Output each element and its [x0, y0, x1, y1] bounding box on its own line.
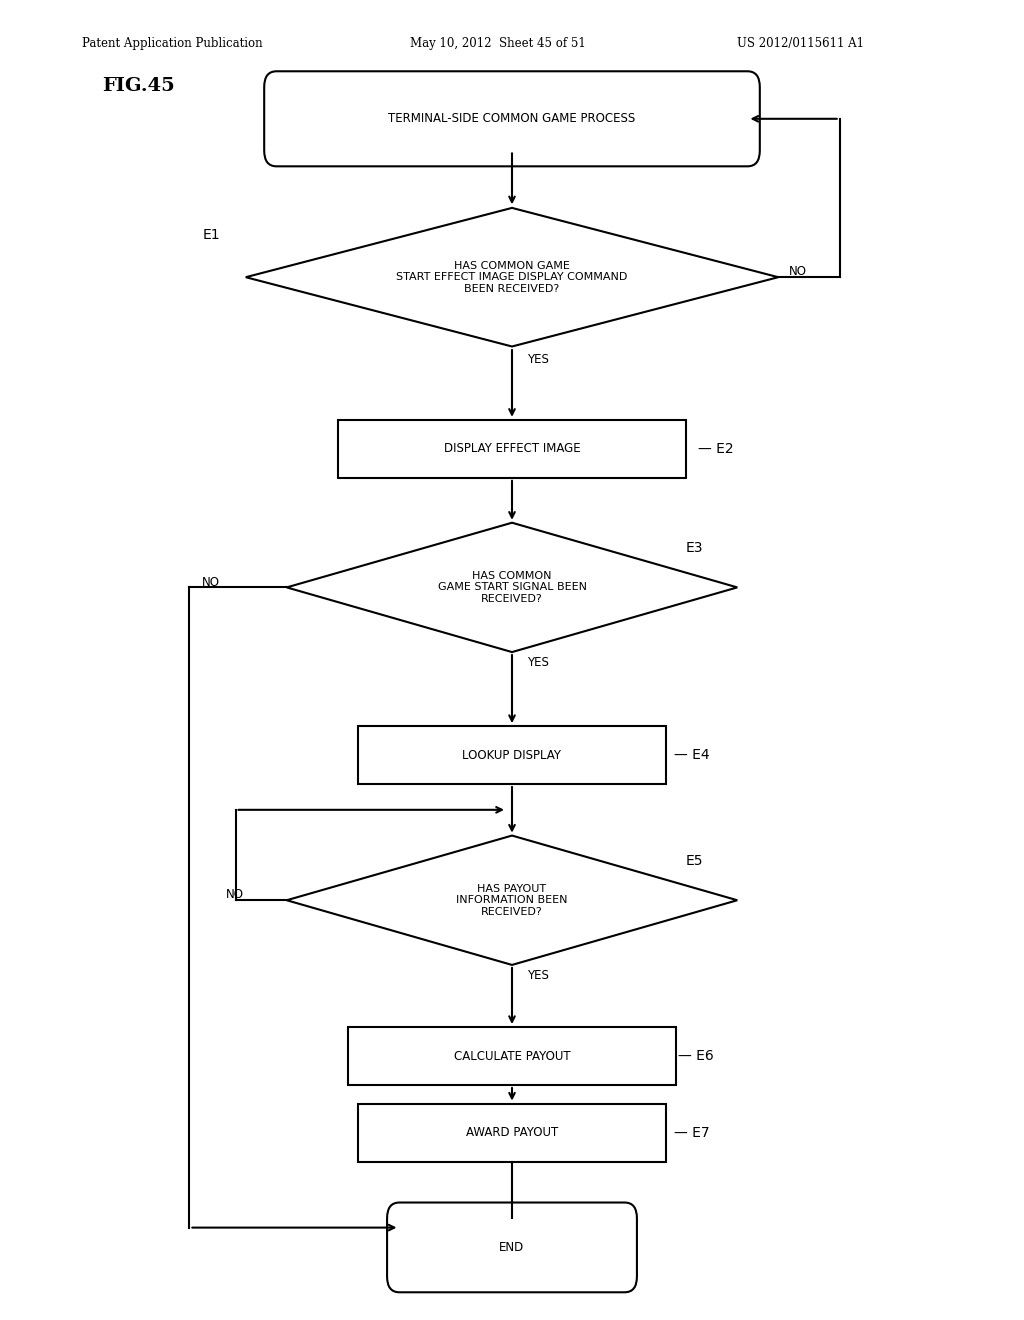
Text: YES: YES [527, 656, 549, 669]
Text: — E4: — E4 [674, 748, 710, 762]
Bar [338, 420, 686, 478]
FancyBboxPatch shape [387, 1203, 637, 1292]
Text: AWARD PAYOUT: AWARD PAYOUT [466, 1126, 558, 1139]
Text: — E6: — E6 [678, 1049, 714, 1063]
Text: NO: NO [202, 576, 220, 589]
Text: E5: E5 [686, 854, 703, 867]
Text: FIG.45: FIG.45 [102, 77, 175, 95]
Text: DISPLAY EFFECT IMAGE: DISPLAY EFFECT IMAGE [443, 442, 581, 455]
Text: NO: NO [788, 265, 807, 279]
Text: May 10, 2012  Sheet 45 of 51: May 10, 2012 Sheet 45 of 51 [410, 37, 586, 50]
Text: HAS COMMON GAME
START EFFECT IMAGE DISPLAY COMMAND
BEEN RECEIVED?: HAS COMMON GAME START EFFECT IMAGE DISPL… [396, 260, 628, 294]
Bar [358, 1104, 666, 1162]
Text: — E7: — E7 [674, 1126, 710, 1139]
Text: HAS COMMON
GAME START SIGNAL BEEN
RECEIVED?: HAS COMMON GAME START SIGNAL BEEN RECEIV… [437, 570, 587, 605]
Text: HAS PAYOUT
INFORMATION BEEN
RECEIVED?: HAS PAYOUT INFORMATION BEEN RECEIVED? [457, 883, 567, 917]
FancyBboxPatch shape [264, 71, 760, 166]
Text: E1: E1 [203, 228, 220, 242]
Bar [348, 1027, 676, 1085]
Text: E3: E3 [686, 541, 703, 554]
Text: CALCULATE PAYOUT: CALCULATE PAYOUT [454, 1049, 570, 1063]
Polygon shape [287, 523, 737, 652]
Polygon shape [246, 207, 778, 346]
Text: TERMINAL-SIDE COMMON GAME PROCESS: TERMINAL-SIDE COMMON GAME PROCESS [388, 112, 636, 125]
Text: YES: YES [527, 969, 549, 982]
Text: NO: NO [225, 888, 244, 902]
Text: Patent Application Publication: Patent Application Publication [82, 37, 262, 50]
Text: END: END [500, 1241, 524, 1254]
Text: YES: YES [527, 352, 549, 366]
Text: LOOKUP DISPLAY: LOOKUP DISPLAY [463, 748, 561, 762]
Text: — E2: — E2 [698, 442, 734, 455]
Text: US 2012/0115611 A1: US 2012/0115611 A1 [737, 37, 864, 50]
Bar [358, 726, 666, 784]
Polygon shape [287, 836, 737, 965]
